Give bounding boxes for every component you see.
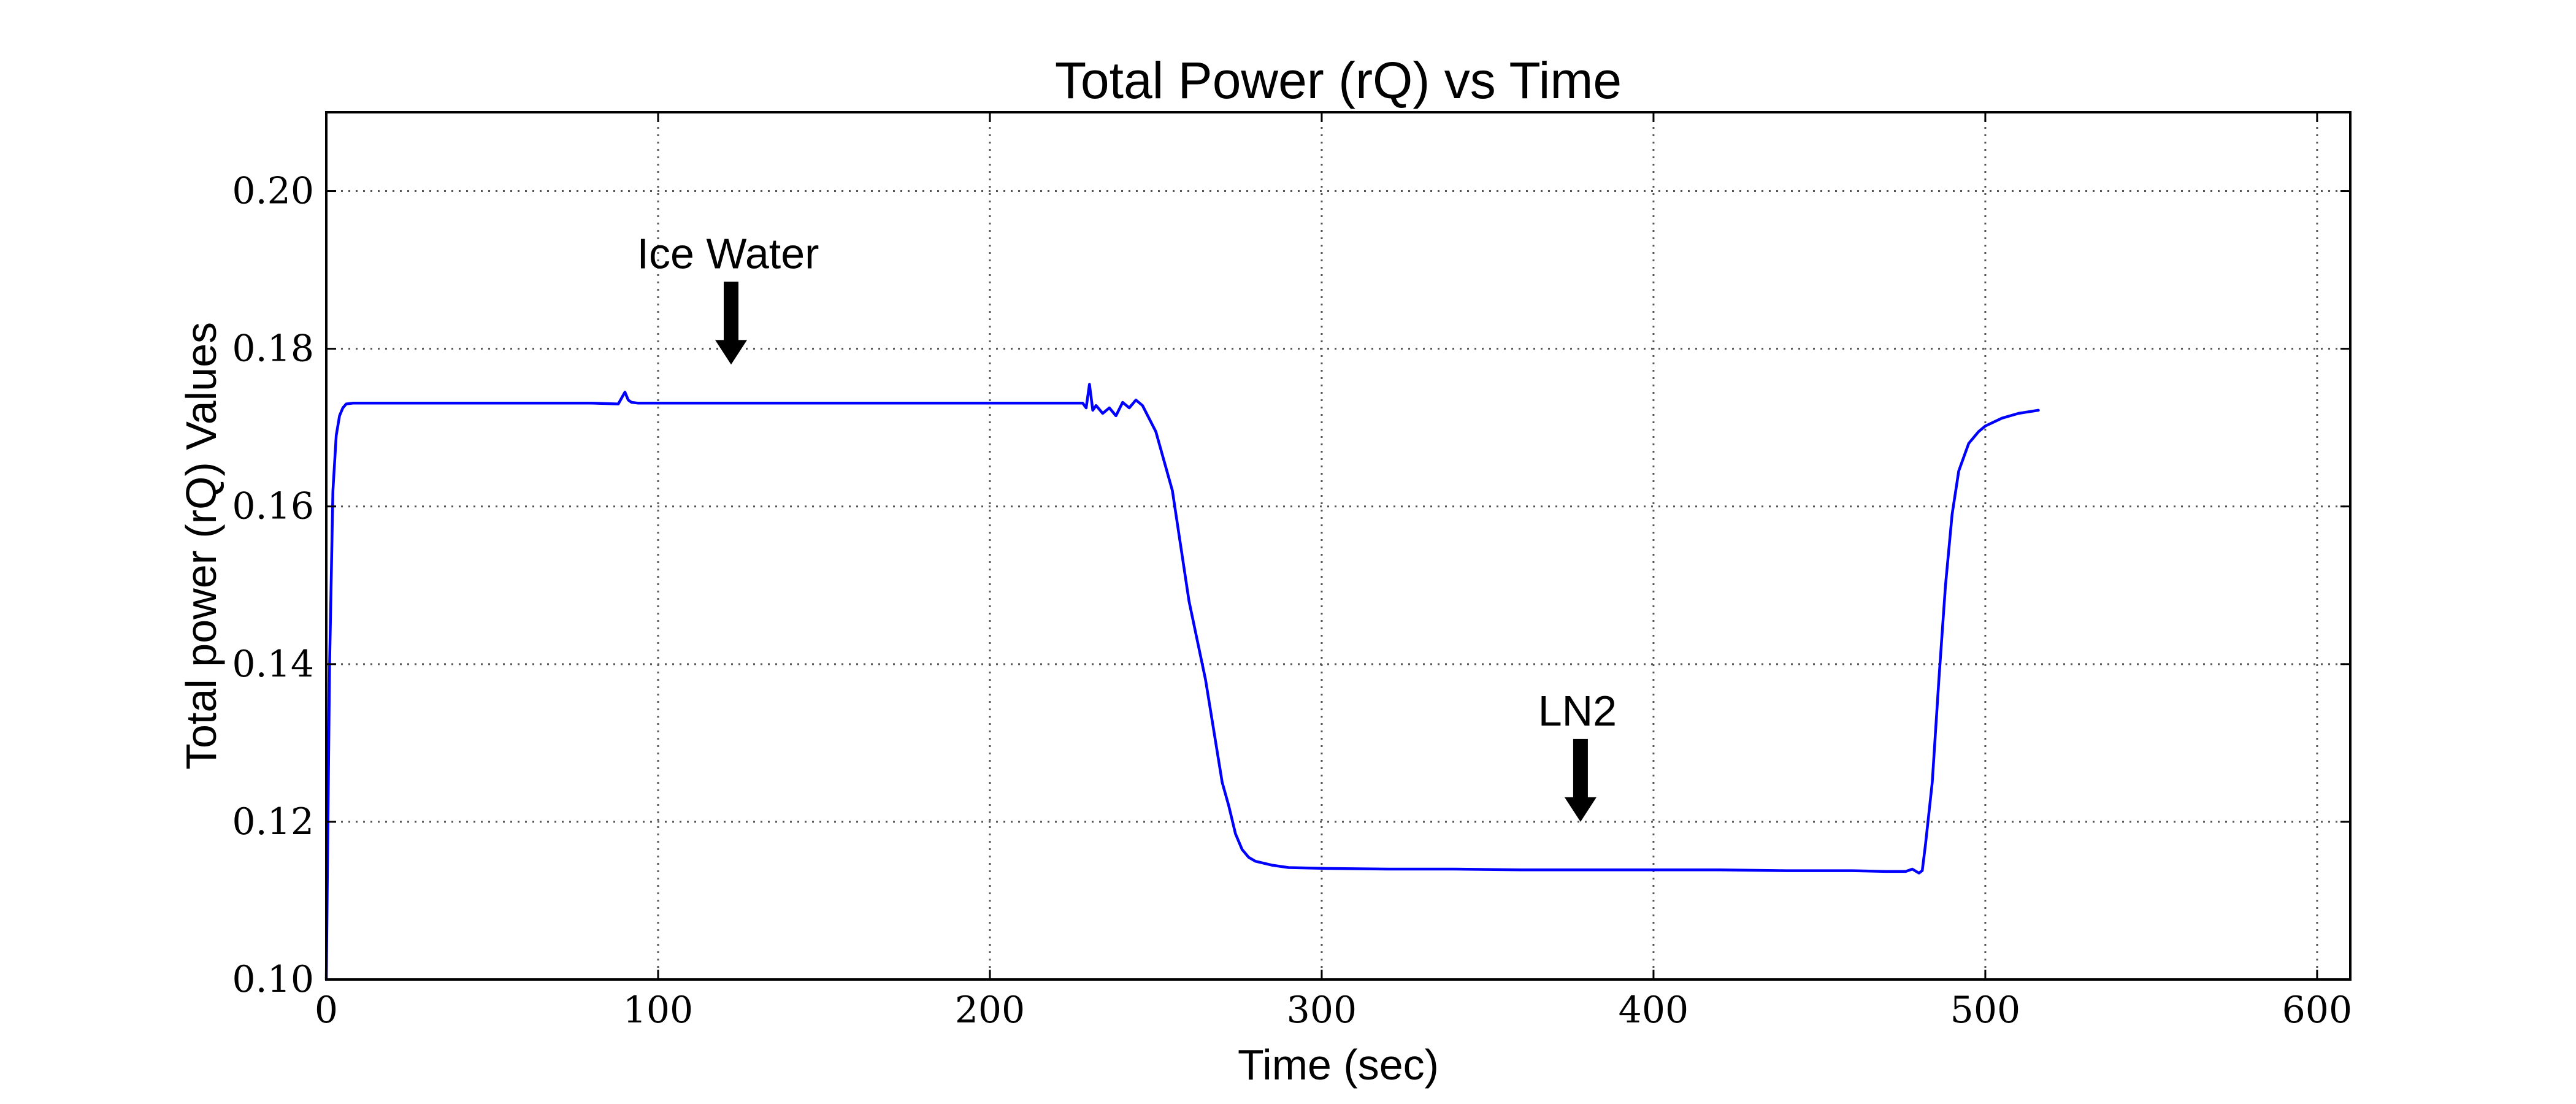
x-tick-label: 0 — [315, 989, 338, 1032]
annotation: LN2 — [1538, 687, 1617, 822]
chart-title: Total Power (rQ) vs Time — [1055, 52, 1622, 109]
x-tick-label: 100 — [623, 989, 694, 1032]
y-axis-label: Total power (rQ) Values — [177, 322, 225, 770]
x-tick-label: 600 — [2282, 989, 2353, 1032]
x-tick-label: 300 — [1287, 989, 1357, 1032]
tick-layer: 0 100 200 300 400 500 600 0.10 0.12 0.14 0.16 0.18 0… — [232, 112, 2352, 1032]
y-tick-label: 0.14 — [232, 643, 314, 686]
x-tick-label: 400 — [1619, 989, 1689, 1032]
annotation-arrow — [1564, 738, 1597, 822]
series-layer — [324, 383, 2040, 981]
y-tick-label: 0.16 — [232, 485, 314, 528]
y-tick-label: 0.12 — [232, 800, 314, 843]
y-tick-label: 0.20 — [232, 170, 314, 213]
y-tick-label: 0.18 — [232, 328, 314, 370]
annotation-label: LN2 — [1538, 687, 1617, 735]
x-tick-label: 200 — [955, 989, 1025, 1032]
plot-frame — [325, 111, 2352, 981]
x-tick-label: 500 — [1950, 989, 2021, 1032]
grid-layer — [326, 112, 2350, 979]
annotation: Ice Water — [637, 229, 819, 365]
x-axis-label: Time (sec) — [1238, 1041, 1439, 1089]
series-line — [324, 383, 2040, 981]
y-tick-label: 0.10 — [232, 958, 314, 1001]
annotation-arrow — [715, 282, 747, 365]
annotation-label: Ice Water — [637, 229, 819, 277]
annotation-layer: Ice Water LN2 — [637, 229, 1617, 822]
